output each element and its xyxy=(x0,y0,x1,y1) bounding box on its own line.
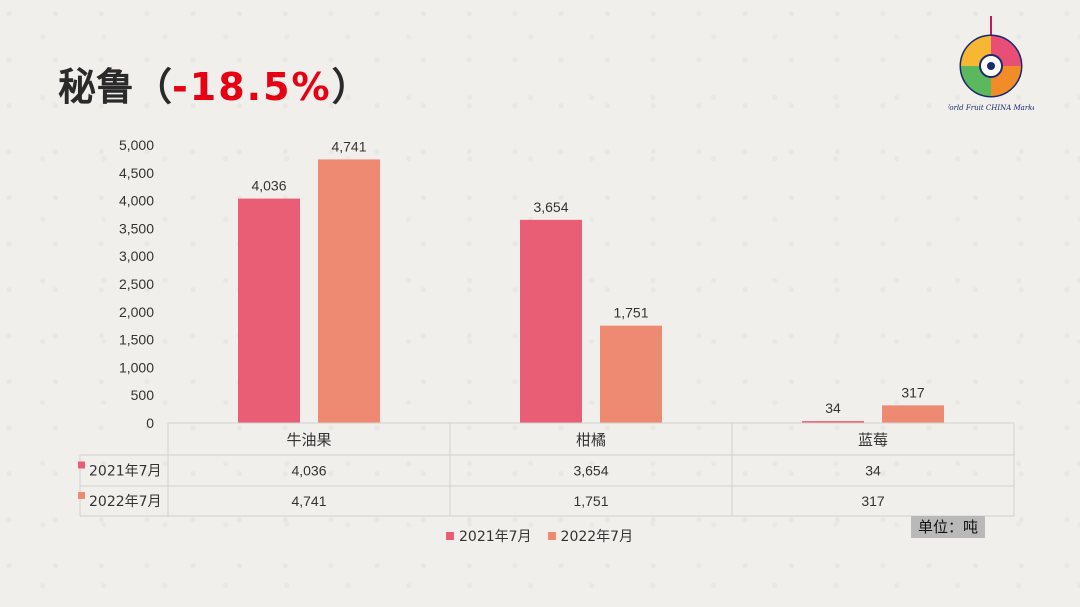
data-label: 317 xyxy=(901,384,925,400)
legend-swatch-2021 xyxy=(446,532,454,540)
title-close-paren: ） xyxy=(331,65,370,109)
data-label: 1,751 xyxy=(613,305,648,321)
bar-2021 xyxy=(238,198,300,423)
bar-2022 xyxy=(318,159,380,424)
y-tick-label: 2,000 xyxy=(119,304,154,320)
bar-2021 xyxy=(802,421,864,423)
bar-2022 xyxy=(882,405,944,423)
table-series-label: 2022年7月 xyxy=(89,494,162,510)
logo-text: World Fruit CHINA Market xyxy=(948,104,1034,112)
legend-item-2022: 2022年7月 xyxy=(547,526,634,546)
table-cell-value: 3,654 xyxy=(573,463,608,479)
title-percent-change: -18.5% xyxy=(172,65,332,109)
y-tick-label: 4,000 xyxy=(119,193,154,209)
brand-logo: World Fruit CHINA Market xyxy=(948,16,1034,112)
data-label: 4,036 xyxy=(251,178,286,194)
y-tick-label: 1,000 xyxy=(119,359,154,375)
page-title: 秘鲁（-18.5%） xyxy=(58,62,370,112)
table-cell-value: 1,751 xyxy=(573,493,608,509)
data-label: 34 xyxy=(825,400,841,416)
table-legend-swatch xyxy=(78,461,85,469)
data-label: 4,741 xyxy=(331,138,366,154)
table-cell-value: 34 xyxy=(865,463,881,479)
legend-swatch-2022 xyxy=(547,532,556,540)
y-tick-label: 5,000 xyxy=(119,137,154,153)
y-tick-label: 2,500 xyxy=(119,276,154,292)
table-legend-swatch xyxy=(78,492,85,499)
chart-legend: 2021年7月 2022年7月 xyxy=(446,526,633,546)
legend-label-2022: 2022年7月 xyxy=(560,529,634,545)
legend-label-2021: 2021年7月 xyxy=(459,529,532,545)
category-label: 牛油果 xyxy=(286,431,331,449)
y-tick-label: 3,500 xyxy=(119,220,154,236)
table-cell-value: 4,741 xyxy=(291,493,326,509)
y-tick-label: 4,500 xyxy=(119,165,154,181)
category-label: 柑橘 xyxy=(576,431,606,449)
y-tick-label: 1,500 xyxy=(119,332,154,348)
y-tick-label: 500 xyxy=(131,387,155,403)
bar-2022 xyxy=(600,325,662,423)
table-cell-value: 317 xyxy=(861,493,885,509)
table-series-label: 2021年7月 xyxy=(89,464,162,480)
unit-label: 单位：吨 xyxy=(911,516,985,538)
y-tick-label: 0 xyxy=(146,415,154,431)
y-tick-label: 3,000 xyxy=(119,248,154,264)
data-label: 3,654 xyxy=(533,199,568,215)
legend-item-2021: 2021年7月 xyxy=(446,526,532,546)
table-cell-value: 4,036 xyxy=(291,463,326,479)
title-country: 秘鲁（ xyxy=(58,65,173,109)
category-label: 蓝莓 xyxy=(858,431,888,449)
bar-2021 xyxy=(520,219,582,423)
